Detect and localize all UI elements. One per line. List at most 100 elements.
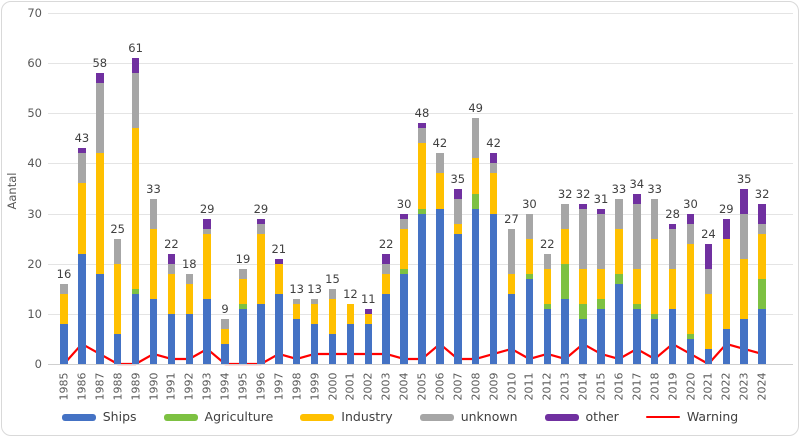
bar-segment-2021-unknown (704, 268, 713, 294)
bar-segment-2007-unknown (454, 198, 462, 224)
x-tick-1996: 1996 (254, 372, 268, 401)
bar-segment-1988-unknown (113, 238, 122, 264)
bar-segment-2011-agriculture (525, 273, 534, 279)
legend-label-industry: Industry (341, 409, 393, 424)
legend-swatch-agriculture (163, 413, 198, 421)
bar-segment-2020-other (686, 213, 695, 224)
x-tick-2024: 2024 (755, 372, 769, 401)
x-tick-2015: 2015 (594, 372, 608, 401)
bar-segment-1987-other (96, 73, 104, 84)
bar-segment-2017-industry (633, 268, 641, 304)
bar-segment-2024-ships (758, 308, 766, 364)
bar-segment-1999-unknown (310, 298, 319, 304)
legend-swatch-other (544, 413, 579, 421)
bar-segment-1995-agriculture (239, 303, 247, 309)
data-label-2009: 42 (486, 136, 501, 151)
bar-segment-2014-other (579, 203, 587, 209)
bar-segment-2014-industry (579, 268, 587, 304)
data-label-1999: 13 (307, 281, 322, 296)
x-tick-2010: 2010 (505, 372, 518, 401)
bar-segment-1986-other (78, 148, 86, 154)
x-tick-2004: 2004 (397, 372, 411, 401)
x-tick-2007: 2007 (451, 372, 465, 401)
bar-segment-1993-other (203, 218, 211, 229)
legend-item-warning: Warning (645, 410, 738, 424)
legend-swatch-unknown (419, 413, 454, 421)
bar-segment-1990-unknown (149, 198, 158, 229)
data-label-2022: 29 (718, 201, 734, 216)
gridline-70 (48, 13, 793, 15)
x-tick-1995: 1995 (236, 372, 250, 401)
data-label-2016: 33 (611, 181, 627, 196)
bar-segment-2022-industry (722, 238, 731, 329)
data-label-2017: 34 (629, 176, 645, 191)
bar-segment-1986-unknown (78, 153, 86, 184)
bar-segment-2012-ships (543, 308, 552, 364)
bar-segment-1990-industry (149, 228, 158, 299)
bar-segment-1995-unknown (239, 268, 247, 279)
bar-segment-2004-industry (400, 228, 408, 269)
bar-segment-1989-unknown (131, 73, 140, 129)
bar-segment-1994-industry (221, 328, 229, 344)
bar-segment-2002-ships (364, 323, 373, 364)
bar-segment-2012-unknown (543, 253, 552, 269)
bar-segment-2015-industry (597, 268, 605, 299)
bar-segment-1998-ships (292, 318, 301, 364)
y-tick-40: 40 (27, 156, 42, 171)
bar-segment-2018-industry (650, 238, 659, 314)
y-tick-50: 50 (27, 106, 42, 121)
data-label-1993: 29 (199, 201, 215, 216)
x-tick-2002: 2002 (361, 372, 375, 401)
bar-segment-2016-ships (615, 283, 623, 364)
bar-segment-2011-unknown (525, 213, 534, 239)
bar-segment-2024-other (758, 203, 766, 224)
x-tick-1999: 1999 (308, 372, 322, 401)
x-tick-2009: 2009 (487, 372, 501, 401)
bar-segment-2005-other (418, 123, 426, 129)
x-tick-2000: 2000 (326, 372, 339, 401)
chart-legend: Ships Agriculture Industry unknown other Warn… (2, 403, 798, 431)
x-tick-2023: 2023 (737, 372, 751, 401)
bar-segment-2012-industry (543, 268, 552, 304)
bar-segment-2000-unknown (328, 288, 337, 299)
bar-segment-2003-ships (382, 293, 390, 364)
data-label-2007: 35 (450, 171, 466, 186)
bar-segment-2023-unknown (740, 213, 748, 259)
data-label-1991: 22 (164, 236, 179, 251)
data-label-2019: 28 (665, 206, 680, 221)
bar-segment-2023-industry (740, 258, 748, 319)
bar-segment-2010-unknown (507, 228, 516, 274)
bar-segment-1999-ships (310, 323, 319, 364)
bar-segment-2017-ships (633, 308, 641, 364)
data-label-1987: 58 (92, 56, 108, 71)
bar-segment-1992-ships (185, 313, 194, 364)
bar-segment-2012-agriculture (543, 303, 552, 309)
bar-segment-2005-industry (418, 143, 426, 209)
data-label-1989: 61 (128, 41, 143, 56)
bar-segment-2018-unknown (650, 198, 659, 239)
data-label-2003: 22 (378, 236, 394, 251)
data-label-2005: 48 (414, 106, 430, 121)
bar-segment-1986-industry (78, 183, 86, 254)
legend-item-agriculture: Agriculture (163, 410, 273, 424)
x-tick-1989: 1989 (129, 372, 143, 401)
bar-segment-2024-industry (758, 233, 766, 279)
bar-segment-2018-agriculture (650, 313, 659, 319)
bar-segment-2009-ships (489, 213, 498, 364)
x-tick-2020: 2020 (684, 372, 697, 401)
x-tick-2022: 2022 (719, 372, 733, 401)
bar-segment-1985-unknown (60, 283, 68, 294)
y-tick-60: 60 (27, 56, 42, 71)
bar-segment-2022-ships (722, 328, 731, 364)
y-tick-0: 0 (34, 357, 42, 371)
bar-segment-2000-industry (328, 298, 337, 334)
bar-segment-1989-industry (131, 128, 140, 289)
bar-segment-2009-industry (489, 173, 498, 214)
bar-segment-2011-industry (525, 238, 534, 274)
bar-segment-1999-industry (310, 303, 319, 324)
bar-segment-2007-industry (454, 223, 462, 234)
bar-segment-2016-unknown (615, 198, 623, 229)
data-label-2006: 42 (432, 136, 448, 151)
data-label-1985: 16 (56, 266, 72, 281)
